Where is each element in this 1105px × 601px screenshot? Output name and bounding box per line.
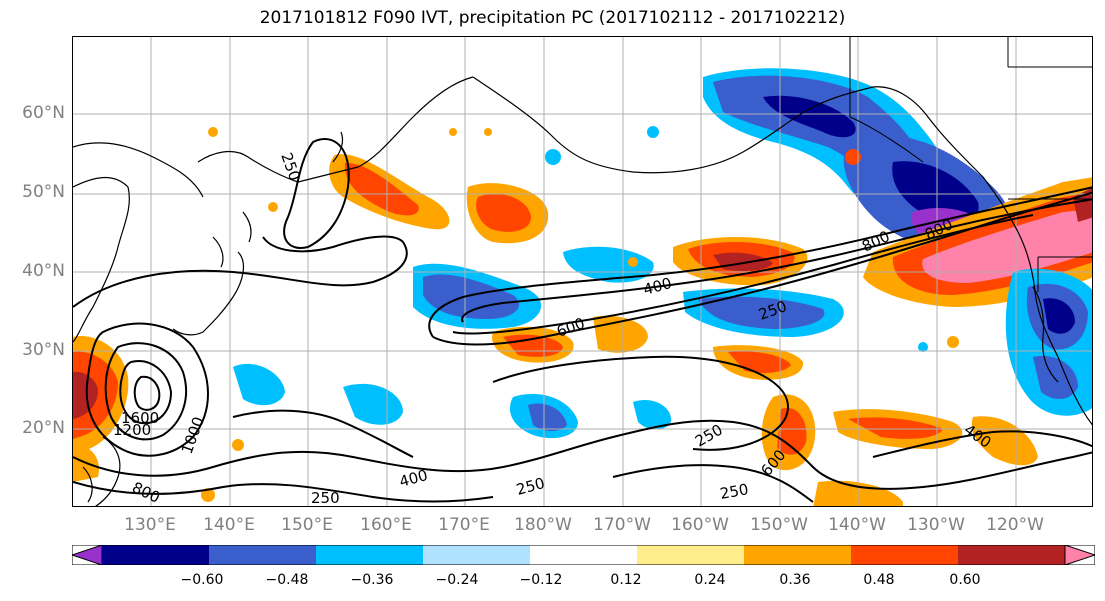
colorbar-cell: [316, 545, 423, 565]
colorbar-tick-label: −0.48: [265, 572, 309, 588]
lon-label-140w: 140°W: [828, 515, 886, 535]
lon-label-170w: 170°W: [593, 515, 651, 535]
colorbar-tick-label: 0.12: [610, 572, 642, 588]
contour-label: 400: [397, 466, 429, 491]
contour-label: 250: [719, 480, 750, 503]
colorbar: [72, 545, 1095, 565]
colorbar-tick-label: 0.24: [694, 572, 726, 588]
lon-label-130e: 130°E: [124, 515, 176, 535]
lon-label-150w: 150°W: [750, 515, 808, 535]
colorbar-cell: [209, 545, 316, 565]
contour-label: 800: [129, 478, 163, 506]
lon-label-150e: 150°E: [281, 515, 333, 535]
colorbar-cell: [530, 545, 637, 565]
lat-label-60n: 60°N: [22, 103, 65, 123]
lon-label-120w: 120°W: [986, 515, 1044, 535]
colorbar-tick-label: −0.60: [180, 572, 224, 588]
contour-label: 1000: [178, 414, 208, 456]
ivt-contours: [73, 138, 1092, 503]
lon-label-130w: 130°W: [907, 515, 965, 535]
lon-label-160w: 160°W: [671, 515, 729, 535]
colorbar-cell: [637, 545, 744, 565]
contour-label: 1200: [113, 421, 151, 439]
colorbar-cell: [744, 545, 851, 565]
contour-label: 250: [277, 150, 304, 183]
map-title: 2017101812 F090 IVT, precipitation PC (2…: [259, 8, 846, 28]
colorbar-extend-min: [72, 545, 103, 565]
borders: [849, 37, 1092, 292]
contour-label: 250: [311, 489, 340, 507]
colorbar-cell: [102, 545, 209, 565]
map-canvas: 250 250 250 250 250 250 400 400 400 600 …: [73, 37, 1092, 507]
lat-label-40n: 40°N: [22, 261, 65, 281]
colorbar-tick-label: 0.60: [949, 572, 981, 588]
lon-label-160e: 160°E: [360, 515, 412, 535]
colorbar-cell: [958, 545, 1065, 565]
contour-label: 250: [514, 474, 546, 499]
coastlines: [73, 76, 1092, 506]
map-panel: 250 250 250 250 250 250 400 400 400 600 …: [72, 36, 1093, 507]
colorbar-cell: [423, 545, 530, 565]
lat-label-50n: 50°N: [22, 182, 65, 202]
colorbar-extend-max: [1064, 545, 1095, 565]
lon-label-170e: 170°E: [438, 515, 490, 535]
colorbar-tick-label: 0.36: [779, 572, 811, 588]
colorbar-tick-label: 0.48: [863, 572, 895, 588]
contour-label: 400: [641, 274, 673, 299]
lon-label-140e: 140°E: [203, 515, 255, 535]
colorbar-tick-label: −0.36: [350, 572, 394, 588]
colorbar-tick-label: −0.12: [519, 572, 563, 588]
lat-label-30n: 30°N: [22, 340, 65, 360]
contour-label: 600: [554, 314, 587, 341]
lat-label-20n: 20°N: [22, 418, 65, 438]
lon-label-180w: 180°W: [514, 515, 572, 535]
contour-label: 1600: [121, 409, 159, 427]
contour-label: 250: [692, 421, 726, 451]
colorbar-cell: [851, 545, 958, 565]
colorbar-tick-label: −0.24: [435, 572, 479, 588]
